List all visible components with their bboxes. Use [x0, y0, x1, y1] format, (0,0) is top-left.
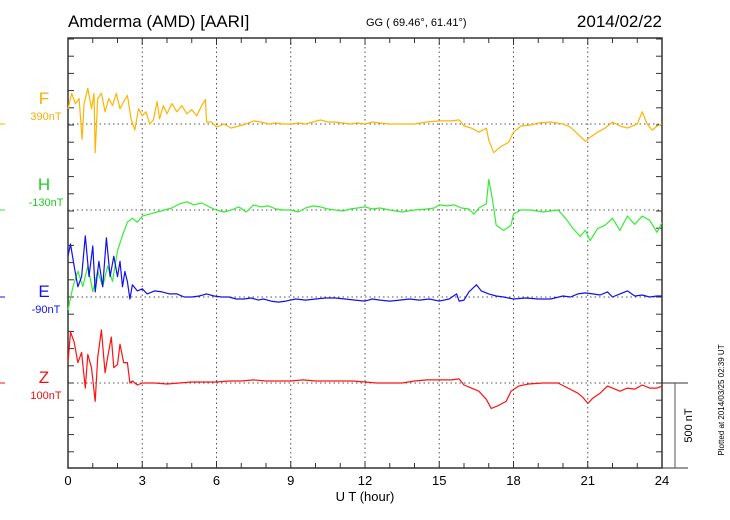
scale-bar-label: 500 nT [683, 408, 695, 443]
x-tick-label: 21 [581, 473, 595, 488]
series-line-z [67, 329, 663, 410]
series-name-e: E [38, 282, 49, 301]
station-title: Amderma (AMD) [AARI] [68, 12, 250, 31]
series-name-z: Z [39, 368, 49, 387]
plot-date: 2014/02/22 [576, 12, 662, 31]
x-tick-label: 24 [655, 473, 669, 488]
x-tick-label: 3 [139, 473, 146, 488]
station-coordinates: GG ( 69.46°, 61.41°) [366, 17, 467, 29]
series-name-f: F [39, 89, 49, 108]
x-tick-label: 12 [358, 473, 372, 488]
series-baseline-e: -90nT [32, 304, 61, 316]
x-tick-label: 18 [506, 473, 520, 488]
plotted-timestamp: Plotted at 2014/03/25 02:39 UT [717, 344, 726, 455]
series-baseline-f: 390nT [30, 111, 61, 123]
x-tick-label: 0 [64, 473, 71, 488]
series-line-e [67, 235, 662, 303]
x-tick-label: 6 [213, 473, 220, 488]
series-baseline-h: -130nT [29, 197, 64, 209]
x-tick-label: 15 [432, 473, 446, 488]
series-line-f [67, 87, 663, 154]
x-tick-label: 9 [287, 473, 294, 488]
series-line-h [67, 178, 663, 311]
series-name-h: H [38, 175, 50, 194]
series-baseline-z: 100nT [30, 390, 61, 402]
x-axis-label: U T (hour) [336, 489, 395, 504]
